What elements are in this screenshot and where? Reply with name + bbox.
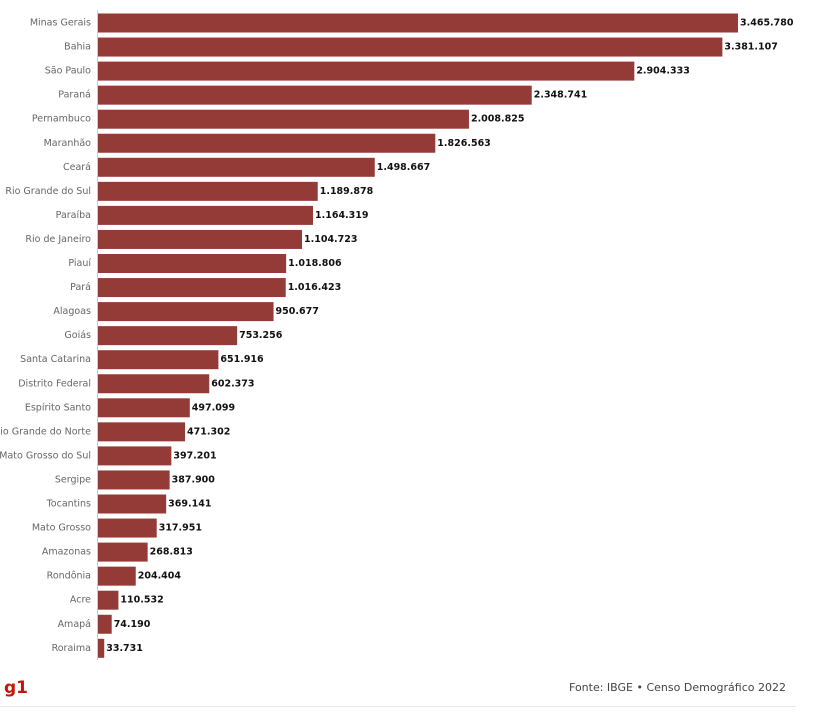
bar [98, 470, 170, 490]
category-label: Tocantins [46, 499, 91, 510]
category-label: Maranhão [44, 138, 92, 149]
bar [98, 566, 136, 586]
category-label: Pará [70, 282, 91, 293]
value-label: 268.813 [150, 547, 193, 558]
value-label: 471.302 [187, 426, 230, 437]
category-label: São Paulo [45, 66, 91, 77]
category-label: Amapá [58, 619, 91, 630]
bar [98, 254, 287, 273]
value-label: 3.381.107 [724, 42, 778, 53]
value-label: 2.008.825 [471, 114, 524, 125]
bar [98, 37, 723, 57]
value-label: 387.900 [172, 474, 216, 485]
category-label: Paraná [58, 90, 91, 101]
category-label: Paraíba [56, 210, 91, 221]
category-label: Sergipe [55, 474, 91, 485]
value-label: 651.916 [220, 354, 264, 365]
value-label: 1.104.723 [304, 234, 358, 245]
value-label: 2.904.333 [636, 66, 690, 77]
bar [98, 398, 190, 418]
value-label: 33.731 [106, 643, 143, 654]
value-label: 1.016.423 [288, 282, 342, 293]
bar [98, 326, 238, 346]
bar [98, 133, 436, 153]
category-label: Bahia [64, 42, 91, 53]
category-label: Piauí [68, 258, 91, 269]
value-label: 74.190 [114, 619, 151, 630]
bar [98, 85, 532, 105]
category-label: Espírito Santo [25, 402, 91, 413]
bar [98, 374, 210, 394]
value-label: 397.201 [173, 450, 216, 461]
category-label: Pernambuco [32, 114, 91, 125]
bar [98, 302, 274, 322]
logo: g1 [4, 678, 28, 698]
category-label: Rio de Janeiro [25, 234, 91, 245]
category-label: Distrito Federal [18, 378, 91, 389]
value-label: 602.373 [211, 378, 254, 389]
category-label: Acre [70, 595, 91, 606]
value-label: 204.404 [138, 571, 182, 582]
value-label: 369.141 [168, 499, 211, 510]
category-label: Minas Gerais [30, 18, 91, 29]
bar [98, 542, 148, 562]
value-label: 753.256 [239, 330, 283, 341]
category-label: Mato Grosso do Sul [0, 450, 91, 461]
bar [98, 446, 172, 466]
bar [98, 181, 318, 201]
value-label: 497.099 [192, 402, 235, 413]
bar [98, 109, 469, 129]
category-label: Ceará [63, 162, 91, 173]
bar [98, 205, 314, 225]
category-label: Rio Grande do Norte [0, 426, 91, 437]
value-label: 317.951 [159, 523, 202, 534]
category-label: Amazonas [42, 547, 91, 558]
category-label: Rio Grande do Sul [5, 186, 91, 197]
source: Fonte: IBGE • Censo Demográfico 2022 [569, 681, 786, 694]
category-label: Santa Catarina [20, 354, 91, 365]
bar [98, 157, 375, 177]
bar [98, 278, 286, 298]
bar [98, 422, 186, 442]
bar [98, 13, 738, 33]
bar [98, 229, 303, 249]
category-label: Goiás [64, 330, 91, 341]
value-label: 1.498.667 [377, 162, 431, 173]
bar [98, 590, 119, 610]
value-label: 1.189.878 [320, 186, 374, 197]
bar [98, 350, 219, 370]
bar [98, 614, 112, 634]
category-label: Alagoas [53, 306, 91, 317]
value-label: 1.018.806 [288, 258, 342, 269]
category-label: Roraima [52, 643, 91, 654]
category-label: Rondônia [47, 571, 91, 582]
value-label: 1.826.563 [437, 138, 491, 149]
value-label: 950.677 [276, 306, 319, 317]
value-label: 2.348.741 [534, 90, 588, 101]
bar [98, 518, 157, 538]
value-label: 3.465.780 [740, 18, 794, 29]
bar [98, 638, 105, 658]
value-label: 110.532 [120, 595, 163, 606]
category-label: Mato Grosso [32, 523, 91, 534]
bar [98, 494, 167, 514]
value-label: 1.164.319 [315, 210, 369, 221]
bar [98, 61, 635, 81]
